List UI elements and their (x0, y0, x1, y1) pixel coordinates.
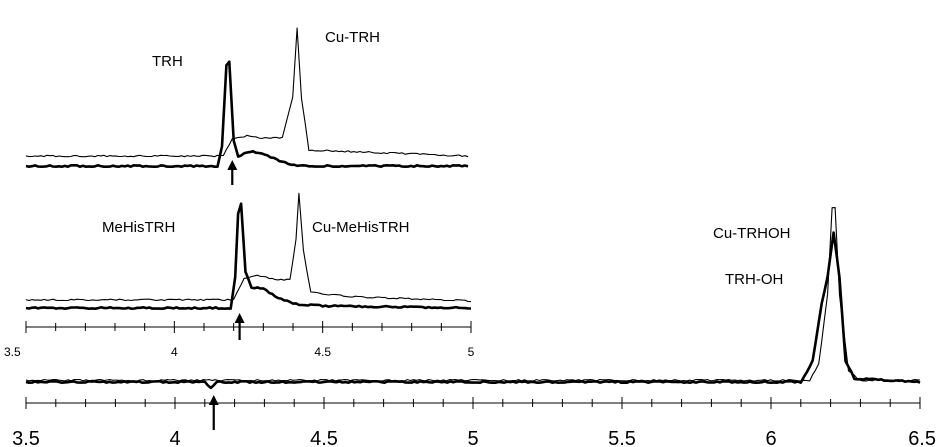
peak-label-cu-trh: Cu-TRH (325, 29, 380, 46)
x-tick-label: 4.5 (310, 428, 338, 447)
series-line-trh (25, 60, 469, 168)
main-panel: Cu-TRHOH TRH-OH 3.5 4 4.5 5 5.5 6 6.5 (12, 207, 936, 447)
injection-arrow-head (227, 160, 238, 170)
x-tick-label: 6.5 (908, 428, 936, 447)
x-tick-label: 3.5 (12, 428, 40, 447)
injection-arrow-head (234, 313, 245, 323)
x-tick-label: 5.5 (608, 428, 636, 447)
inset-bottom-panel: MeHisTRH Cu-MeHisTRH 3.5 4 4.5 5 (4, 192, 475, 359)
x-tick-label: 5 (467, 428, 478, 447)
x-tick-label: 4 (171, 345, 178, 359)
series-line-trh-oh (25, 231, 921, 390)
series-line-cu-trhoh (25, 207, 921, 382)
peak-label-cu-trhoh: Cu-TRHOH (713, 225, 791, 242)
inset-top-panel: TRH Cu-TRH (25, 27, 469, 185)
series-line-cu-mehistrh (25, 192, 472, 303)
peak-label-trh: TRH (152, 53, 183, 70)
x-tick-label: 4 (169, 428, 180, 447)
x-tick-label: 6 (765, 428, 776, 447)
peak-label-mehistrh: MeHisTRH (102, 219, 175, 236)
x-tick-label: 4.5 (314, 345, 331, 359)
series-line-cu-trh (25, 27, 469, 158)
x-tick-label: 3.5 (4, 345, 21, 359)
x-tick-label: 5 (468, 345, 475, 359)
series-line-mehistrh (25, 202, 472, 310)
peak-label-trh-oh: TRH-OH (725, 271, 783, 288)
peak-label-cu-mehistrh: Cu-MeHisTRH (312, 219, 410, 236)
